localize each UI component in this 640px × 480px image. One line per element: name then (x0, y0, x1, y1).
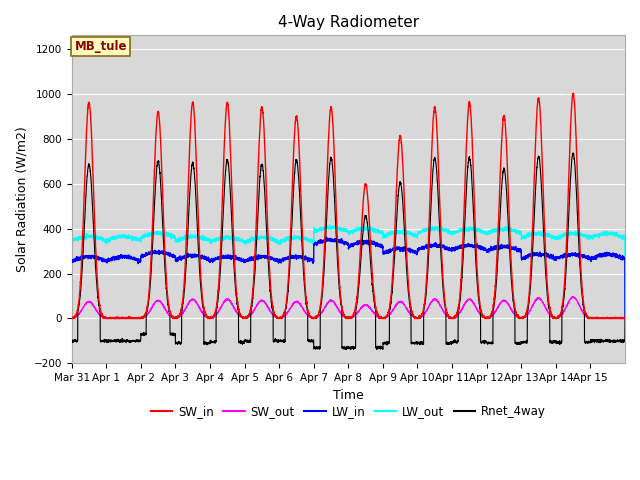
LW_in (323, 234, 330, 240)
LW_in (399, 247, 406, 253)
Y-axis label: Solar Radiation (W/m2): Solar Radiation (W/m2) (15, 127, 28, 272)
Title: 4-Way Radiometer: 4-Way Radiometer (278, 15, 419, 30)
LW_out (621, 310, 629, 316)
Line: LW_in: LW_in (72, 237, 625, 318)
SW_in (570, 90, 577, 96)
SW_out (182, 304, 190, 310)
LW_out (182, 234, 190, 240)
SW_out (68, 315, 76, 321)
SW_in (369, 280, 377, 286)
LW_out (68, 238, 76, 243)
Rnet_4way (68, 338, 76, 344)
SW_out (399, 300, 406, 306)
Line: SW_in: SW_in (72, 93, 625, 318)
SW_in (542, 251, 550, 257)
LW_in (527, 253, 535, 259)
LW_out (527, 232, 535, 238)
Legend: SW_in, SW_out, LW_in, LW_out, Rnet_4way: SW_in, SW_out, LW_in, LW_out, Rnet_4way (147, 401, 550, 423)
SW_in (399, 157, 406, 163)
SW_in (500, 114, 508, 120)
Rnet_4way (349, 347, 357, 352)
SW_out (542, 305, 550, 311)
LW_out (399, 228, 406, 234)
SW_out (569, 294, 577, 300)
SW_in (527, 255, 535, 261)
LW_in (500, 243, 508, 249)
LW_in (182, 252, 190, 258)
SW_in (182, 232, 190, 238)
SW_in (68, 315, 76, 321)
LW_out (500, 226, 508, 231)
Line: Rnet_4way: Rnet_4way (72, 153, 625, 349)
SW_out (621, 315, 629, 321)
Rnet_4way (542, 269, 550, 275)
Rnet_4way (621, 315, 629, 321)
Line: LW_out: LW_out (72, 225, 625, 313)
Rnet_4way (527, 270, 535, 276)
LW_in (369, 239, 377, 245)
SW_out (527, 305, 535, 311)
SW_out (369, 308, 377, 314)
Rnet_4way (399, 196, 406, 202)
SW_in (68, 315, 76, 321)
Line: SW_out: SW_out (72, 297, 625, 318)
LW_in (621, 315, 629, 321)
SW_out (500, 298, 508, 303)
LW_out (542, 231, 550, 237)
SW_out (68, 315, 76, 321)
LW_out (369, 227, 377, 232)
Rnet_4way (569, 150, 577, 156)
Rnet_4way (182, 260, 190, 266)
Text: MB_tule: MB_tule (74, 40, 127, 53)
SW_in (621, 315, 629, 321)
LW_in (68, 257, 76, 263)
X-axis label: Time: Time (333, 389, 364, 402)
Rnet_4way (369, 288, 377, 294)
LW_in (542, 252, 550, 258)
LW_out (326, 222, 333, 228)
Rnet_4way (500, 165, 508, 171)
